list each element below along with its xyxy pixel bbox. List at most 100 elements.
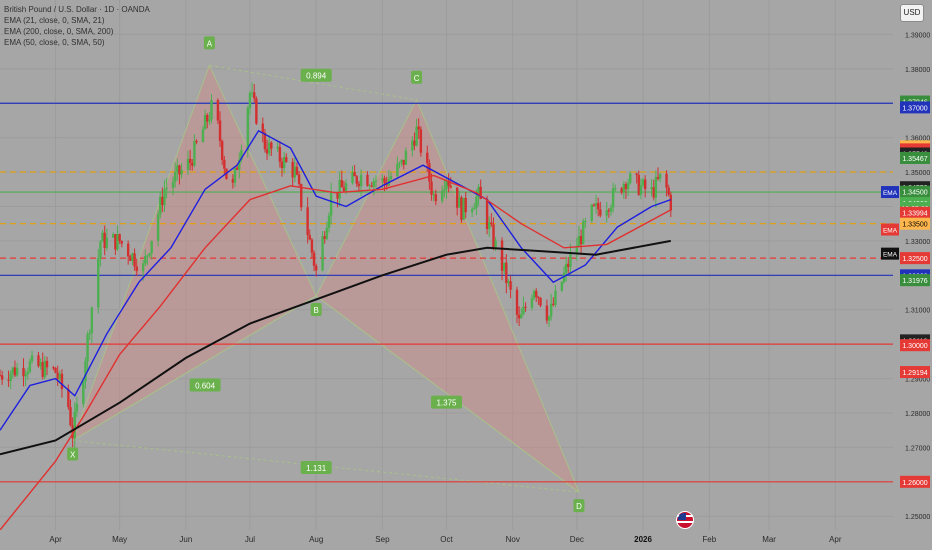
time-scale[interactable]	[0, 530, 893, 550]
candle-body	[654, 176, 658, 198]
candle-body	[490, 222, 493, 225]
y-tick-label: 1.35000	[905, 170, 930, 177]
candle-body	[626, 183, 630, 190]
candle-body	[69, 407, 72, 426]
candle-body	[126, 243, 130, 257]
candle-body	[156, 214, 160, 241]
candle-body	[415, 126, 418, 146]
pattern-ratio-label-text: 1.375	[436, 399, 457, 408]
candle-body	[321, 236, 324, 271]
candle-body	[417, 126, 420, 130]
candle-body	[176, 165, 179, 172]
candle-body	[505, 262, 508, 284]
candle-body	[15, 367, 19, 376]
candle-body	[569, 252, 572, 267]
y-tick-label: 1.33000	[905, 239, 930, 246]
pattern-point-b-text: B	[314, 306, 319, 315]
candle-body	[479, 186, 482, 200]
candle-body	[449, 185, 452, 188]
candle-body	[359, 174, 363, 187]
price-tag-bg	[900, 101, 930, 114]
candle-body	[165, 187, 168, 190]
pattern-bd-line	[315, 295, 580, 493]
candle-body	[28, 361, 32, 372]
candle-body	[144, 256, 147, 264]
uk-flag-icon[interactable]	[676, 511, 694, 529]
currency-button[interactable]: USD	[900, 4, 924, 22]
candle-body	[188, 158, 192, 163]
candle-body	[579, 235, 583, 245]
candle-body	[26, 371, 29, 375]
x-tick-label: Sep	[375, 535, 390, 544]
candle-body	[0, 375, 2, 377]
candle-body	[629, 173, 632, 184]
pattern-ratio-label-bg	[189, 378, 221, 392]
x-tick-label: 2026	[634, 535, 652, 544]
pattern-point-d: D	[573, 499, 585, 513]
candle-body	[336, 192, 339, 199]
pattern-point-x-text: X	[70, 451, 76, 460]
candle-body	[191, 162, 194, 166]
candle-body	[84, 361, 87, 382]
pattern-ratio-label: 1.375	[431, 395, 462, 409]
candle-body	[39, 362, 42, 367]
price-scale[interactable]	[893, 0, 932, 530]
candle-body	[564, 263, 568, 273]
x-tick-label: Apr	[49, 535, 62, 544]
price-tag-label: 1.33994	[902, 211, 927, 218]
ema50-line	[0, 174, 672, 531]
candle-body	[114, 234, 117, 250]
candle-body	[129, 256, 132, 261]
pattern-point-x: X	[67, 447, 79, 461]
price-tag-label: 1.26000	[902, 480, 927, 487]
pattern-ratio-label: 1.131	[300, 461, 332, 475]
candle-body	[45, 360, 49, 368]
legend-ema200[interactable]: EMA (200, close, 0, SMA, 200)	[4, 27, 114, 36]
legend-title[interactable]: British Pound / U.S. Dollar · 1D · OANDA	[4, 5, 150, 14]
candle-body	[372, 181, 376, 187]
y-tick-label: 1.28000	[905, 411, 930, 418]
candle-body	[235, 167, 239, 170]
candle-body	[41, 362, 44, 377]
ema21-line	[0, 129, 672, 431]
candle-body	[488, 222, 491, 230]
ema-tag-label: EMA	[883, 228, 898, 235]
candle-body	[103, 232, 106, 249]
legend-ema21[interactable]: EMA (21, close, 0, SMA, 21)	[4, 16, 105, 25]
candle-body	[545, 305, 549, 321]
candle-body	[351, 172, 354, 184]
pattern-xab	[71, 64, 317, 442]
candle-body	[52, 367, 55, 369]
candle-body	[314, 265, 318, 271]
price-tag-label: 1.37000	[902, 105, 927, 112]
candle-body	[477, 186, 480, 197]
candle-body	[86, 334, 89, 362]
candle-body	[520, 314, 523, 319]
candle-body	[248, 93, 252, 108]
pattern-ratio-label: 0.604	[189, 378, 221, 392]
legend-ema50[interactable]: EMA (50, close, 0, SMA, 50)	[4, 38, 105, 47]
pattern-ratio-label-text: 0.894	[306, 72, 327, 81]
candle-body	[522, 306, 525, 315]
candle-body	[101, 232, 104, 242]
candle-body	[353, 172, 356, 177]
candle-body	[173, 171, 177, 182]
candle-body	[500, 240, 504, 271]
candle-body	[357, 183, 361, 187]
candle-body	[210, 100, 213, 120]
candle-body	[195, 140, 198, 143]
candle-body	[180, 169, 183, 175]
price-tag-label: 1.32500	[902, 256, 927, 263]
candle-body	[609, 207, 613, 212]
pattern-ratio-label-bg	[431, 395, 462, 409]
candle-body	[146, 255, 149, 257]
candle-body	[148, 253, 151, 256]
candle-body	[430, 181, 433, 195]
ema200-line	[0, 239, 671, 456]
candle-body	[402, 159, 405, 165]
candle-body	[193, 140, 196, 166]
candle-body	[90, 307, 94, 333]
candle-body	[455, 187, 459, 208]
candle-body	[112, 234, 115, 238]
